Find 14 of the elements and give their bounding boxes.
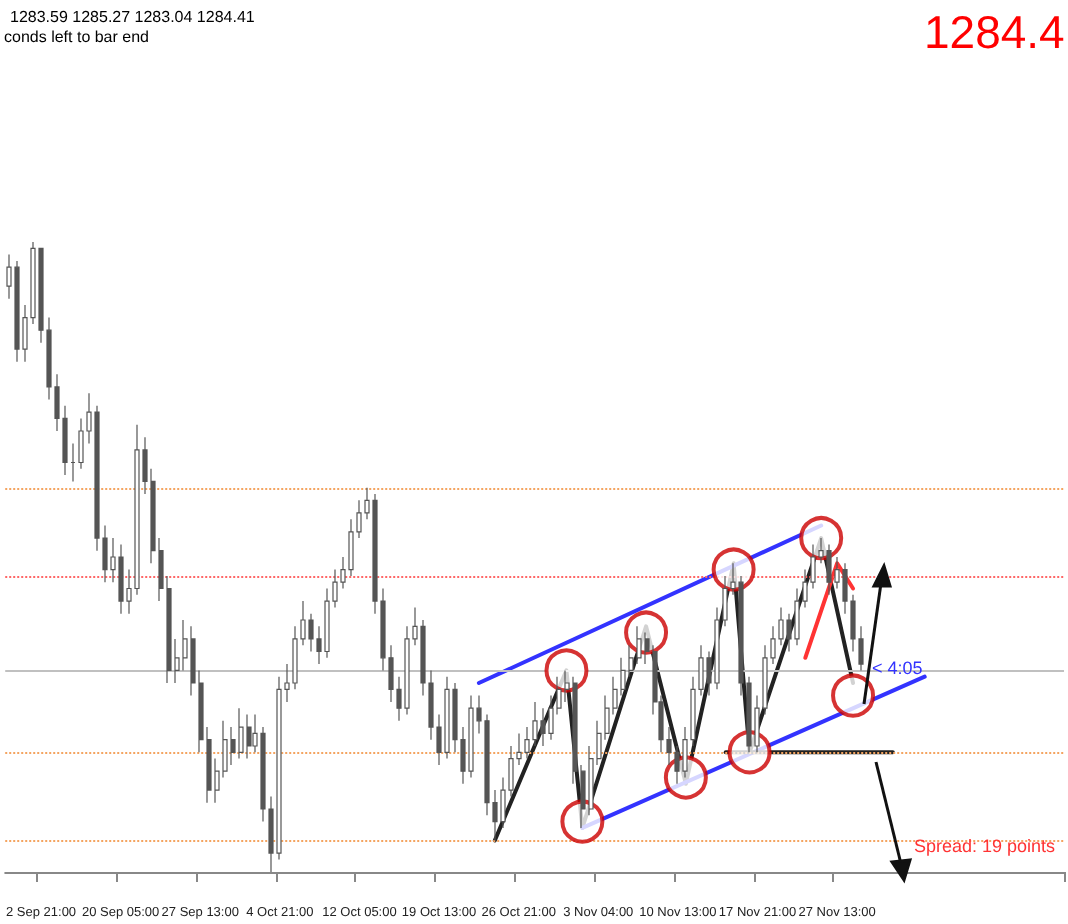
text: 1284.4 xyxy=(924,6,1065,60)
annotation: Spread: 19 points xyxy=(914,836,1056,856)
text: conds left to bar end xyxy=(4,28,149,46)
candlestick xyxy=(444,676,450,760)
point xyxy=(831,673,876,718)
candlestick xyxy=(14,260,20,363)
point xyxy=(560,799,605,844)
candlestick xyxy=(238,707,244,760)
candlestick xyxy=(826,543,832,596)
annotation: < 4:05 xyxy=(872,658,923,679)
candlestick xyxy=(468,695,474,779)
candlestick xyxy=(118,543,124,615)
candlestick xyxy=(246,713,252,760)
text: 1283.59 1285.27 1283.04 1284.41 xyxy=(10,8,255,26)
